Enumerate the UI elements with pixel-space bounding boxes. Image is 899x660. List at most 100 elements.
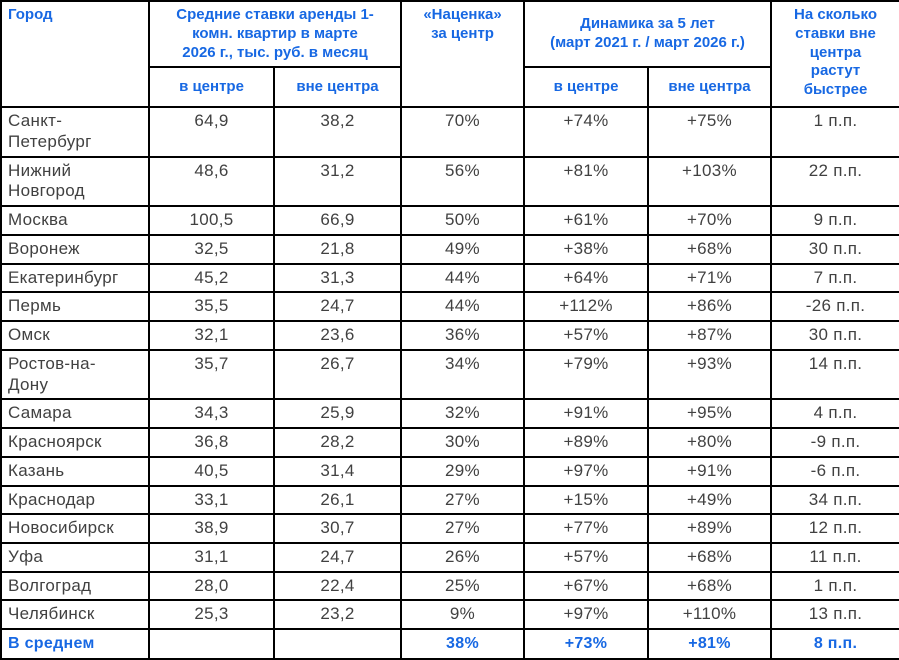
markup-cell: 9%: [400, 599, 526, 631]
rate-outside-cell: 25,9: [272, 398, 403, 430]
rate-outside-cell: 66,9: [272, 205, 403, 236]
table-body: Санкт-Петербург 64,9 38,2 70% +74% +75% …: [0, 106, 899, 631]
city-cell: Новосибирск: [0, 513, 150, 544]
dyn-center-cell: +15%: [523, 484, 650, 516]
table-row: Ростов-на-Дону 35,7 26,7 34% +79% +93% 1…: [0, 348, 899, 401]
rate-center-cell: 32,5: [148, 233, 275, 265]
dyn-outside-cell: +49%: [647, 484, 773, 516]
faster-cell: 14 п.п.: [770, 348, 899, 401]
dyn-outside-cell: +86%: [647, 291, 773, 323]
dyn-center-cell: +97%: [523, 599, 650, 631]
table-row: Красноярск 36,8 28,2 30% +89% +80% -9 п.…: [0, 427, 899, 458]
dyn-center-cell: +91%: [523, 398, 650, 430]
markup-cell: 36%: [400, 320, 526, 351]
average-label: В среднем: [0, 628, 150, 660]
rate-center-cell: 36,8: [148, 427, 275, 458]
table-row: Волгоград 28,0 22,4 25% +67% +68% 1 п.п.: [0, 570, 899, 602]
city-cell: Нижний Новгород: [0, 155, 150, 208]
table-row: Краснодар 33,1 26,1 27% +15% +49% 34 п.п…: [0, 484, 899, 516]
city-cell: Краснодар: [0, 484, 150, 516]
rate-outside-cell: 31,2: [272, 155, 403, 208]
dyn-center-cell: +79%: [523, 348, 650, 401]
average-dyn-outside: +81%: [647, 628, 773, 660]
faster-cell: -6 п.п.: [770, 455, 899, 487]
header-city: Город: [0, 0, 150, 109]
table-row: Пермь 35,5 24,7 44% +112% +86% -26 п.п.: [0, 291, 899, 323]
header-rates-center: в центре: [148, 66, 275, 109]
dyn-center-cell: +97%: [523, 455, 650, 487]
rate-center-cell: 25,3: [148, 599, 275, 631]
rate-outside-cell: 28,2: [272, 427, 403, 458]
city-cell: Челябинск: [0, 599, 150, 631]
rate-outside-cell: 23,6: [272, 320, 403, 351]
dyn-outside-cell: +80%: [647, 427, 773, 458]
dyn-center-cell: +77%: [523, 513, 650, 544]
dyn-center-cell: +112%: [523, 291, 650, 323]
faster-cell: 7 п.п.: [770, 262, 899, 294]
rate-center-cell: 31,1: [148, 542, 275, 573]
table-row: Воронеж 32,5 21,8 49% +38% +68% 30 п.п.: [0, 233, 899, 265]
markup-cell: 32%: [400, 398, 526, 430]
table-row: Нижний Новгород 48,6 31,2 56% +81% +103%…: [0, 155, 899, 208]
average-row: В среднем 38% +73% +81% 8 п.п.: [0, 628, 899, 660]
dyn-outside-cell: +91%: [647, 455, 773, 487]
rate-outside-cell: 31,3: [272, 262, 403, 294]
table-row: Екатеринбург 45,2 31,3 44% +64% +71% 7 п…: [0, 262, 899, 294]
rate-center-cell: 33,1: [148, 484, 275, 516]
markup-cell: 50%: [400, 205, 526, 236]
header-rates-outside: вне центра: [272, 66, 403, 109]
markup-cell: 27%: [400, 484, 526, 516]
markup-cell: 49%: [400, 233, 526, 265]
dyn-center-cell: +89%: [523, 427, 650, 458]
rate-center-cell: 35,7: [148, 348, 275, 401]
dyn-outside-cell: +71%: [647, 262, 773, 294]
city-cell: Волгоград: [0, 570, 150, 602]
dyn-center-cell: +38%: [523, 233, 650, 265]
city-cell: Ростов-на-Дону: [0, 348, 150, 401]
dyn-outside-cell: +93%: [647, 348, 773, 401]
rate-center-cell: 64,9: [148, 106, 275, 158]
rate-center-cell: 100,5: [148, 205, 275, 236]
dyn-outside-cell: +68%: [647, 570, 773, 602]
header-dynamics-group: Динамика за 5 лет (март 2021 г. / март 2…: [523, 0, 773, 69]
markup-cell: 34%: [400, 348, 526, 401]
table-row: Уфа 31,1 24,7 26% +57% +68% 11 п.п.: [0, 542, 899, 573]
rate-outside-cell: 31,4: [272, 455, 403, 487]
average-markup: 38%: [400, 628, 526, 660]
table-row: Новосибирск 38,9 30,7 27% +77% +89% 12 п…: [0, 513, 899, 544]
faster-cell: 12 п.п.: [770, 513, 899, 544]
table-row: Москва 100,5 66,9 50% +61% +70% 9 п.п.: [0, 205, 899, 236]
city-cell: Казань: [0, 455, 150, 487]
dyn-center-cell: +57%: [523, 320, 650, 351]
city-cell: Воронеж: [0, 233, 150, 265]
faster-cell: 22 п.п.: [770, 155, 899, 208]
table-row: Челябинск 25,3 23,2 9% +97% +110% 13 п.п…: [0, 599, 899, 631]
dyn-center-cell: +81%: [523, 155, 650, 208]
dyn-outside-cell: +70%: [647, 205, 773, 236]
header-rates-group: Средние ставки аренды 1- комн. квартир в…: [147, 0, 403, 69]
markup-cell: 70%: [400, 106, 526, 158]
markup-cell: 30%: [400, 427, 526, 458]
average-faster: 8 п.п.: [770, 628, 899, 660]
faster-cell: -26 п.п.: [770, 291, 899, 323]
dyn-center-cell: +67%: [523, 570, 650, 602]
faster-cell: 4 п.п.: [770, 398, 899, 430]
markup-cell: 25%: [400, 570, 526, 602]
faster-cell: 9 п.п.: [770, 205, 899, 236]
city-cell: Пермь: [0, 291, 150, 323]
dyn-outside-cell: +75%: [647, 106, 773, 158]
markup-cell: 29%: [400, 455, 526, 487]
average-dyn-center: +73%: [523, 628, 650, 660]
table-row: Самара 34,3 25,9 32% +91% +95% 4 п.п.: [0, 398, 899, 430]
dyn-outside-cell: +103%: [647, 155, 773, 208]
table-row: Омск 32,1 23,6 36% +57% +87% 30 п.п.: [0, 320, 899, 351]
dyn-center-cell: +61%: [523, 205, 650, 236]
markup-cell: 44%: [400, 262, 526, 294]
rate-center-cell: 28,0: [148, 570, 275, 602]
dyn-outside-cell: +68%: [647, 542, 773, 573]
rate-outside-cell: 24,7: [272, 542, 403, 573]
rate-outside-cell: 24,7: [272, 291, 403, 323]
dyn-center-cell: +74%: [523, 106, 650, 158]
rate-center-cell: 40,5: [148, 455, 275, 487]
